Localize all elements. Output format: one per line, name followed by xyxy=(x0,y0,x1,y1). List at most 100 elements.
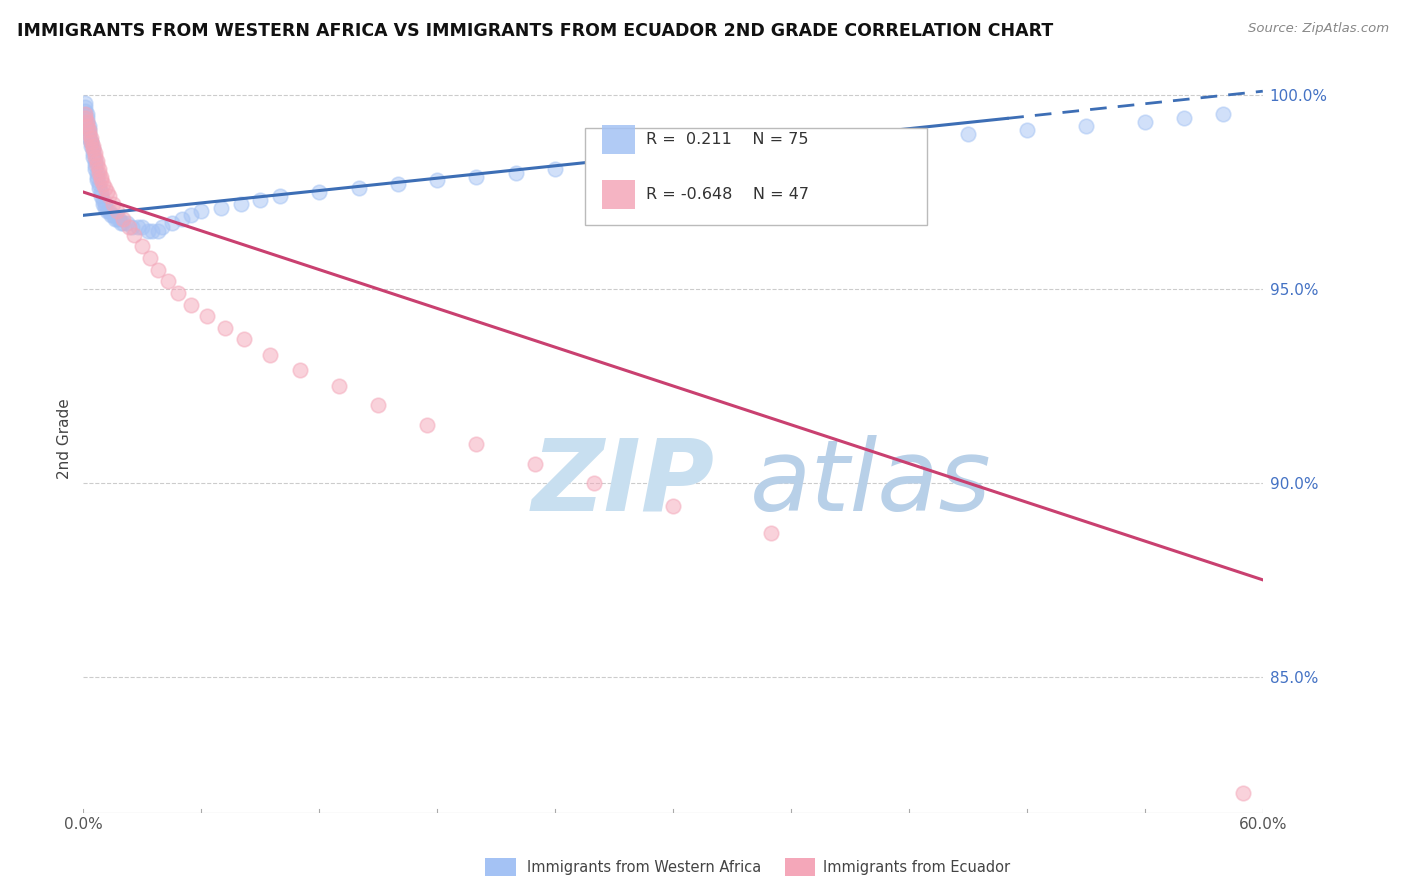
Point xyxy=(156,274,179,288)
Point xyxy=(77,123,100,137)
Point xyxy=(190,204,212,219)
Point xyxy=(82,150,104,164)
Point xyxy=(524,457,547,471)
Point xyxy=(209,201,232,215)
Point xyxy=(288,363,311,377)
Point xyxy=(90,173,112,187)
Point xyxy=(662,150,685,164)
Point xyxy=(90,189,112,203)
Point xyxy=(75,100,97,114)
Point xyxy=(117,219,139,234)
Point xyxy=(465,169,488,184)
Point xyxy=(897,135,920,149)
Point xyxy=(180,297,202,311)
Point xyxy=(259,348,281,362)
FancyBboxPatch shape xyxy=(602,180,636,209)
Point xyxy=(77,123,100,137)
Point xyxy=(80,135,103,149)
Point xyxy=(80,130,103,145)
Point xyxy=(110,216,132,230)
Point xyxy=(84,158,107,172)
Point xyxy=(86,158,108,172)
Point xyxy=(583,475,606,490)
Point xyxy=(75,107,97,121)
Point xyxy=(105,212,128,227)
Point xyxy=(124,227,146,242)
Point xyxy=(544,161,567,176)
Point xyxy=(121,219,143,234)
Point xyxy=(90,169,112,184)
Text: R =  0.211    N = 75: R = 0.211 N = 75 xyxy=(645,132,808,147)
Point xyxy=(721,146,744,161)
Point xyxy=(387,178,409,192)
Point xyxy=(214,320,236,334)
Point xyxy=(76,115,98,129)
Text: R = -0.648    N = 47: R = -0.648 N = 47 xyxy=(645,186,808,202)
Point xyxy=(761,526,783,541)
Point xyxy=(367,398,389,412)
Text: ZIP: ZIP xyxy=(531,434,714,532)
Point xyxy=(839,138,862,153)
Text: Source: ZipAtlas.com: Source: ZipAtlas.com xyxy=(1249,22,1389,36)
Point xyxy=(82,138,104,153)
Point xyxy=(100,208,122,222)
Point xyxy=(84,150,107,164)
Point xyxy=(131,239,153,253)
Point xyxy=(91,196,114,211)
Point xyxy=(1232,786,1254,800)
Point xyxy=(662,499,685,513)
Point xyxy=(76,115,98,129)
Point xyxy=(80,138,103,153)
Point xyxy=(94,201,117,215)
Point xyxy=(97,189,120,203)
Point xyxy=(76,107,98,121)
Point xyxy=(347,181,370,195)
Point xyxy=(86,169,108,184)
Point xyxy=(141,224,163,238)
Point xyxy=(97,204,120,219)
Point xyxy=(1212,107,1234,121)
Point xyxy=(127,219,149,234)
Point xyxy=(505,166,527,180)
Point xyxy=(80,135,103,149)
Point xyxy=(94,196,117,211)
Point xyxy=(80,135,103,149)
Point xyxy=(1074,119,1097,133)
Point xyxy=(87,181,110,195)
Point xyxy=(82,142,104,156)
Point xyxy=(82,142,104,156)
Point xyxy=(90,185,112,199)
Point xyxy=(101,196,124,211)
Point xyxy=(77,119,100,133)
Point xyxy=(76,119,98,133)
Point xyxy=(1015,123,1038,137)
Point xyxy=(94,181,117,195)
Point xyxy=(956,127,979,141)
Point xyxy=(86,166,108,180)
FancyBboxPatch shape xyxy=(585,128,927,225)
Point xyxy=(96,185,118,199)
Point xyxy=(583,158,606,172)
Point xyxy=(328,379,350,393)
Point xyxy=(1173,112,1195,126)
Point xyxy=(465,437,488,451)
Point xyxy=(96,204,118,219)
Point xyxy=(101,208,124,222)
Point xyxy=(160,216,183,230)
Point xyxy=(249,193,271,207)
Text: IMMIGRANTS FROM WESTERN AFRICA VS IMMIGRANTS FROM ECUADOR 2ND GRADE CORRELATION : IMMIGRANTS FROM WESTERN AFRICA VS IMMIGR… xyxy=(17,22,1053,40)
Point xyxy=(136,224,159,238)
Point xyxy=(104,212,127,227)
Point xyxy=(146,224,169,238)
Point xyxy=(426,173,449,187)
Point xyxy=(195,309,218,323)
Point xyxy=(76,112,98,126)
Point xyxy=(623,154,645,169)
Point xyxy=(87,166,110,180)
Point xyxy=(107,212,129,227)
Point xyxy=(115,216,138,230)
Point xyxy=(308,185,330,199)
Point xyxy=(82,146,104,161)
Point xyxy=(77,127,100,141)
Point xyxy=(77,130,100,145)
